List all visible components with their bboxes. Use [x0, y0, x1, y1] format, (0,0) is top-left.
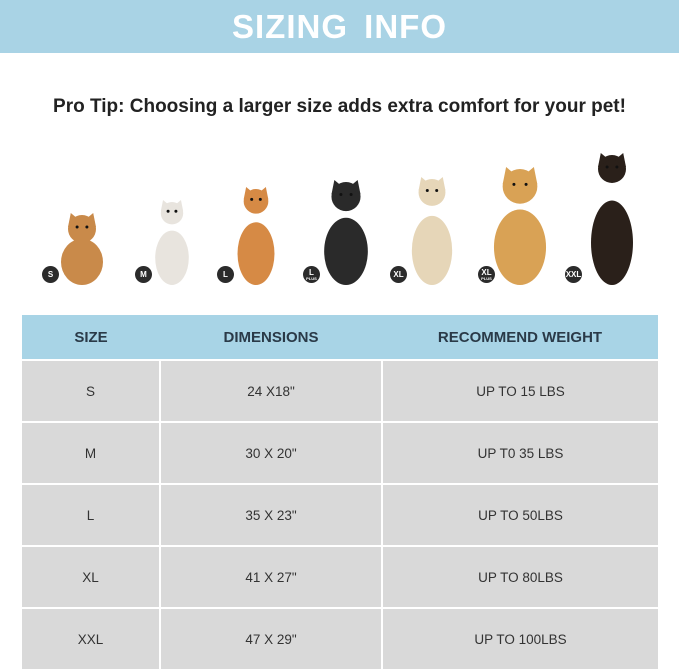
table-row: XXL 47 X 29" UP TO 100LBS — [22, 607, 658, 671]
size-cell: M — [22, 421, 161, 485]
header-band: SIZING INFO — [0, 0, 679, 53]
badge-size: XL — [393, 269, 404, 279]
size-badge-7: XXL — [565, 266, 582, 283]
header-dimensions: DIMENSIONS — [160, 315, 382, 360]
badge-size: L — [309, 267, 314, 277]
dimensions-cell: 35 X 23" — [159, 483, 383, 547]
table-row: XL 41 X 27" UP TO 80LBS — [22, 545, 658, 609]
page-title: SIZING INFO — [232, 7, 447, 45]
size-badge-3: L — [217, 266, 234, 283]
size-badge-2: M — [135, 266, 152, 283]
table-row: L 35 X 23" UP TO 50LBS — [22, 483, 658, 547]
size-badge-1: S — [42, 266, 59, 283]
size-badge-6: XL PLUS — [478, 266, 495, 283]
size-badge-5: XL — [390, 266, 407, 283]
header-weight: RECOMMEND WEIGHT — [382, 315, 658, 360]
badge-size: XL — [481, 267, 492, 277]
weight-cell: UP T0 35 LBS — [381, 421, 658, 485]
table-row: M 30 X 20" UP T0 35 LBS — [22, 421, 658, 485]
weight-cell: UP TO 50LBS — [381, 483, 658, 547]
badge-size: M — [140, 269, 147, 279]
dog-1-image — [61, 213, 103, 285]
dog-3-image — [237, 187, 275, 285]
dog-2-image — [155, 200, 189, 285]
pro-tip: Pro Tip: Choosing a larger size adds ext… — [53, 96, 626, 117]
table-row: S 24 X18" UP TO 15 LBS — [22, 359, 658, 423]
dog-5-image — [411, 177, 453, 285]
header-size: SIZE — [22, 315, 160, 360]
badge-size: S — [47, 269, 54, 279]
dimensions-cell: 24 X18" — [159, 359, 383, 423]
size-cell: XXL — [22, 607, 161, 671]
size-badge-4: L PLUS — [303, 266, 320, 283]
size-cell: L — [22, 483, 161, 547]
weight-cell: UP TO 80LBS — [381, 545, 658, 609]
dog-size-lineup: S M L L PLUS XL XL PLUS XXL — [0, 148, 679, 293]
badge-size: L — [223, 269, 228, 279]
size-cell: S — [22, 359, 161, 423]
weight-cell: UP TO 100LBS — [381, 607, 658, 671]
dimensions-cell: 47 X 29" — [159, 607, 383, 671]
size-table: SIZE DIMENSIONS RECOMMEND WEIGHT S 24 X18… — [22, 315, 658, 671]
weight-cell: UP TO 15 LBS — [381, 359, 658, 423]
badge-sub: PLUS — [481, 275, 492, 281]
dog-4-image — [324, 180, 368, 285]
badge-sub: PLUS — [306, 275, 317, 281]
dog-6-image — [493, 167, 547, 285]
badge-size: XXL — [565, 269, 582, 279]
size-cell: XL — [22, 545, 161, 609]
dog-7-image — [591, 153, 633, 285]
dimensions-cell: 30 X 20" — [159, 421, 383, 485]
dimensions-cell: 41 X 27" — [159, 545, 383, 609]
